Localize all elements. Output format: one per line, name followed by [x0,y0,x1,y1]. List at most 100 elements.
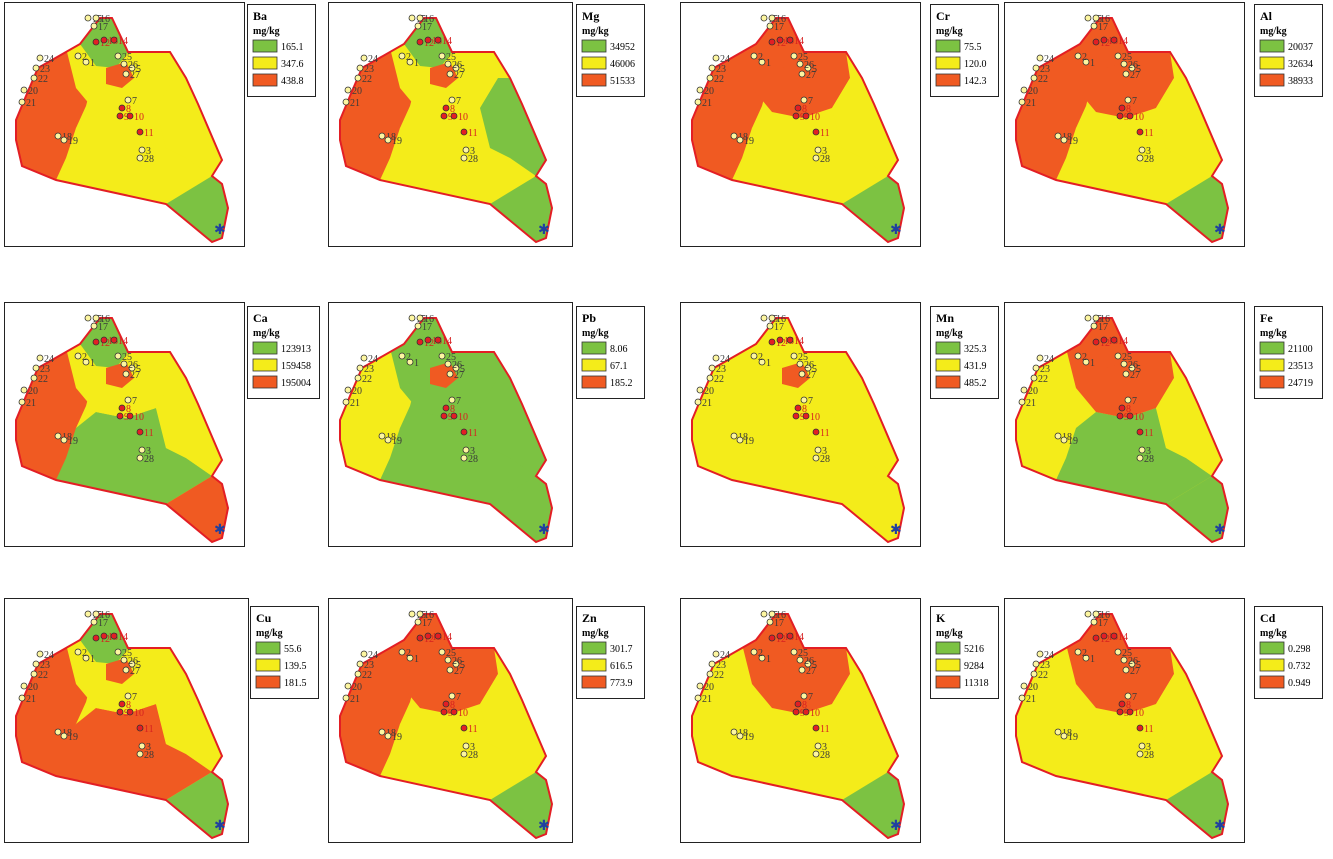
sample-site-label: 27 [1130,666,1140,677]
sample-site-label: 14 [118,632,128,643]
sample-sites: 1235789101112131415161718192021222324252… [1018,314,1154,465]
sample-site-marker [1118,404,1126,412]
legend-value: 0.949 [1288,678,1311,689]
sample-site-label: 22 [362,374,372,385]
sample-site-marker [1082,358,1090,366]
legend-cd: Cd mg/kg0.298 0.732 0.949 [1254,606,1323,699]
sample-site-marker [1092,38,1100,46]
sample-site-label: 3 [1146,146,1151,157]
sample-site-label: 21 [350,398,360,409]
sample-site-label: 12 [1100,338,1110,349]
sample-site-label: 16 [424,14,434,25]
sample-sites: 1235789101112131415161718192021222324252… [18,314,154,465]
legend-value: 75.5 [964,42,982,53]
legend-value: 0.298 [1288,644,1311,655]
sample-site-marker [1110,36,1118,44]
study-area-border [691,317,906,544]
sample-site-label: 7 [808,692,813,703]
sample-site-marker [118,104,126,112]
sample-site-marker [120,60,128,68]
sample-site-label: 12 [1100,38,1110,49]
legend-value: 67.1 [610,361,628,372]
zone-south [1166,772,1228,838]
sample-site-marker [460,750,468,758]
zone-south [1166,176,1228,242]
sample-site-marker [794,104,802,112]
sample-site-label: 11 [468,724,478,735]
zone-hot [430,362,458,388]
sample-site-marker [760,14,768,22]
sample-site-marker [796,656,804,664]
sample-site-label: 21 [350,694,360,705]
legend-element-title: Pb [582,311,596,325]
outlet-star-icon: ✱ [538,523,550,538]
concentration-zones [340,614,552,838]
zone-east [480,78,546,176]
map-panel-cd: 1235789101112131415161718192021222324252… [1004,598,1245,843]
sample-site-marker [18,398,26,406]
sample-site-label: 2 [758,52,763,63]
sample-site-label: 18 [1062,432,1072,443]
sample-site-label: 2 [1082,352,1087,363]
sample-site-label: 10 [1134,708,1144,719]
sample-site-label: 5 [136,364,141,375]
sample-site-marker [1092,610,1100,618]
zone-south [1166,476,1228,542]
sample-site-marker [1054,728,1062,736]
sample-site-label: 14 [1118,632,1128,643]
sample-site-label: 19 [744,136,754,147]
sample-site-label: 23 [716,64,726,75]
sample-site-label: 17 [774,22,784,33]
sample-site-label: 28 [1144,154,1154,165]
study-area-border [691,17,906,244]
sample-site-marker [792,412,800,420]
sample-site-marker [378,728,386,736]
legend-swatch [581,375,607,389]
sample-site-marker [36,650,44,658]
sample-site-marker [414,618,422,626]
sample-site-label: 9 [124,708,129,719]
legend-value: 347.6 [281,59,304,70]
sample-site-marker [1114,648,1122,656]
sample-site-marker [124,96,132,104]
legend-unit-label: mg/kg [256,628,283,639]
sample-site-label: 23 [1040,64,1050,75]
sample-site-marker [1020,386,1028,394]
sample-sites: 1235789101112131415161718192021222324252… [694,610,830,761]
legend-swatch [255,675,281,689]
legend-pb: Pb mg/kg8.06 67.1 185.2 [576,306,645,399]
sample-site-label: 7 [132,96,137,107]
legend-swatch [935,358,961,372]
sample-site-label: 27 [130,370,140,381]
legend-value: 32634 [1288,59,1313,70]
legend-swatch [1259,375,1285,389]
legend-value: 34952 [610,42,635,53]
sample-site-label: 22 [38,374,48,385]
legend-swatch [1259,73,1285,87]
sample-site-marker [444,360,452,368]
sample-site-label: 17 [774,618,784,629]
zone-hot [1106,658,1134,684]
sample-site-label: 19 [392,436,402,447]
sample-site-marker [812,724,820,732]
sample-site-label: 24 [720,54,730,65]
zone-hot [106,62,134,88]
sample-site-marker [450,112,458,120]
sample-site-label: 5 [812,660,817,671]
sample-site-marker [344,86,352,94]
sample-site-marker [30,74,38,82]
sample-site-label: 3 [146,742,151,753]
sample-site-marker [360,54,368,62]
sample-site-label: 20 [28,682,38,693]
sample-site-marker [786,336,794,344]
sample-site-label: 27 [454,370,464,381]
sample-site-label: 24 [720,354,730,365]
sample-site-label: 2 [82,352,87,363]
sample-site-marker [1128,364,1136,372]
sample-site-marker [776,336,784,344]
sample-site-marker [1060,136,1068,144]
concentration-zones [340,318,552,542]
sample-site-marker [1030,374,1038,382]
